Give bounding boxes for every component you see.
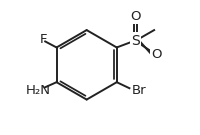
Text: O: O: [151, 48, 161, 61]
Text: O: O: [130, 10, 141, 23]
Text: H₂N: H₂N: [26, 84, 51, 97]
Text: Br: Br: [132, 84, 147, 97]
Text: S: S: [131, 34, 140, 48]
Text: F: F: [39, 33, 47, 46]
